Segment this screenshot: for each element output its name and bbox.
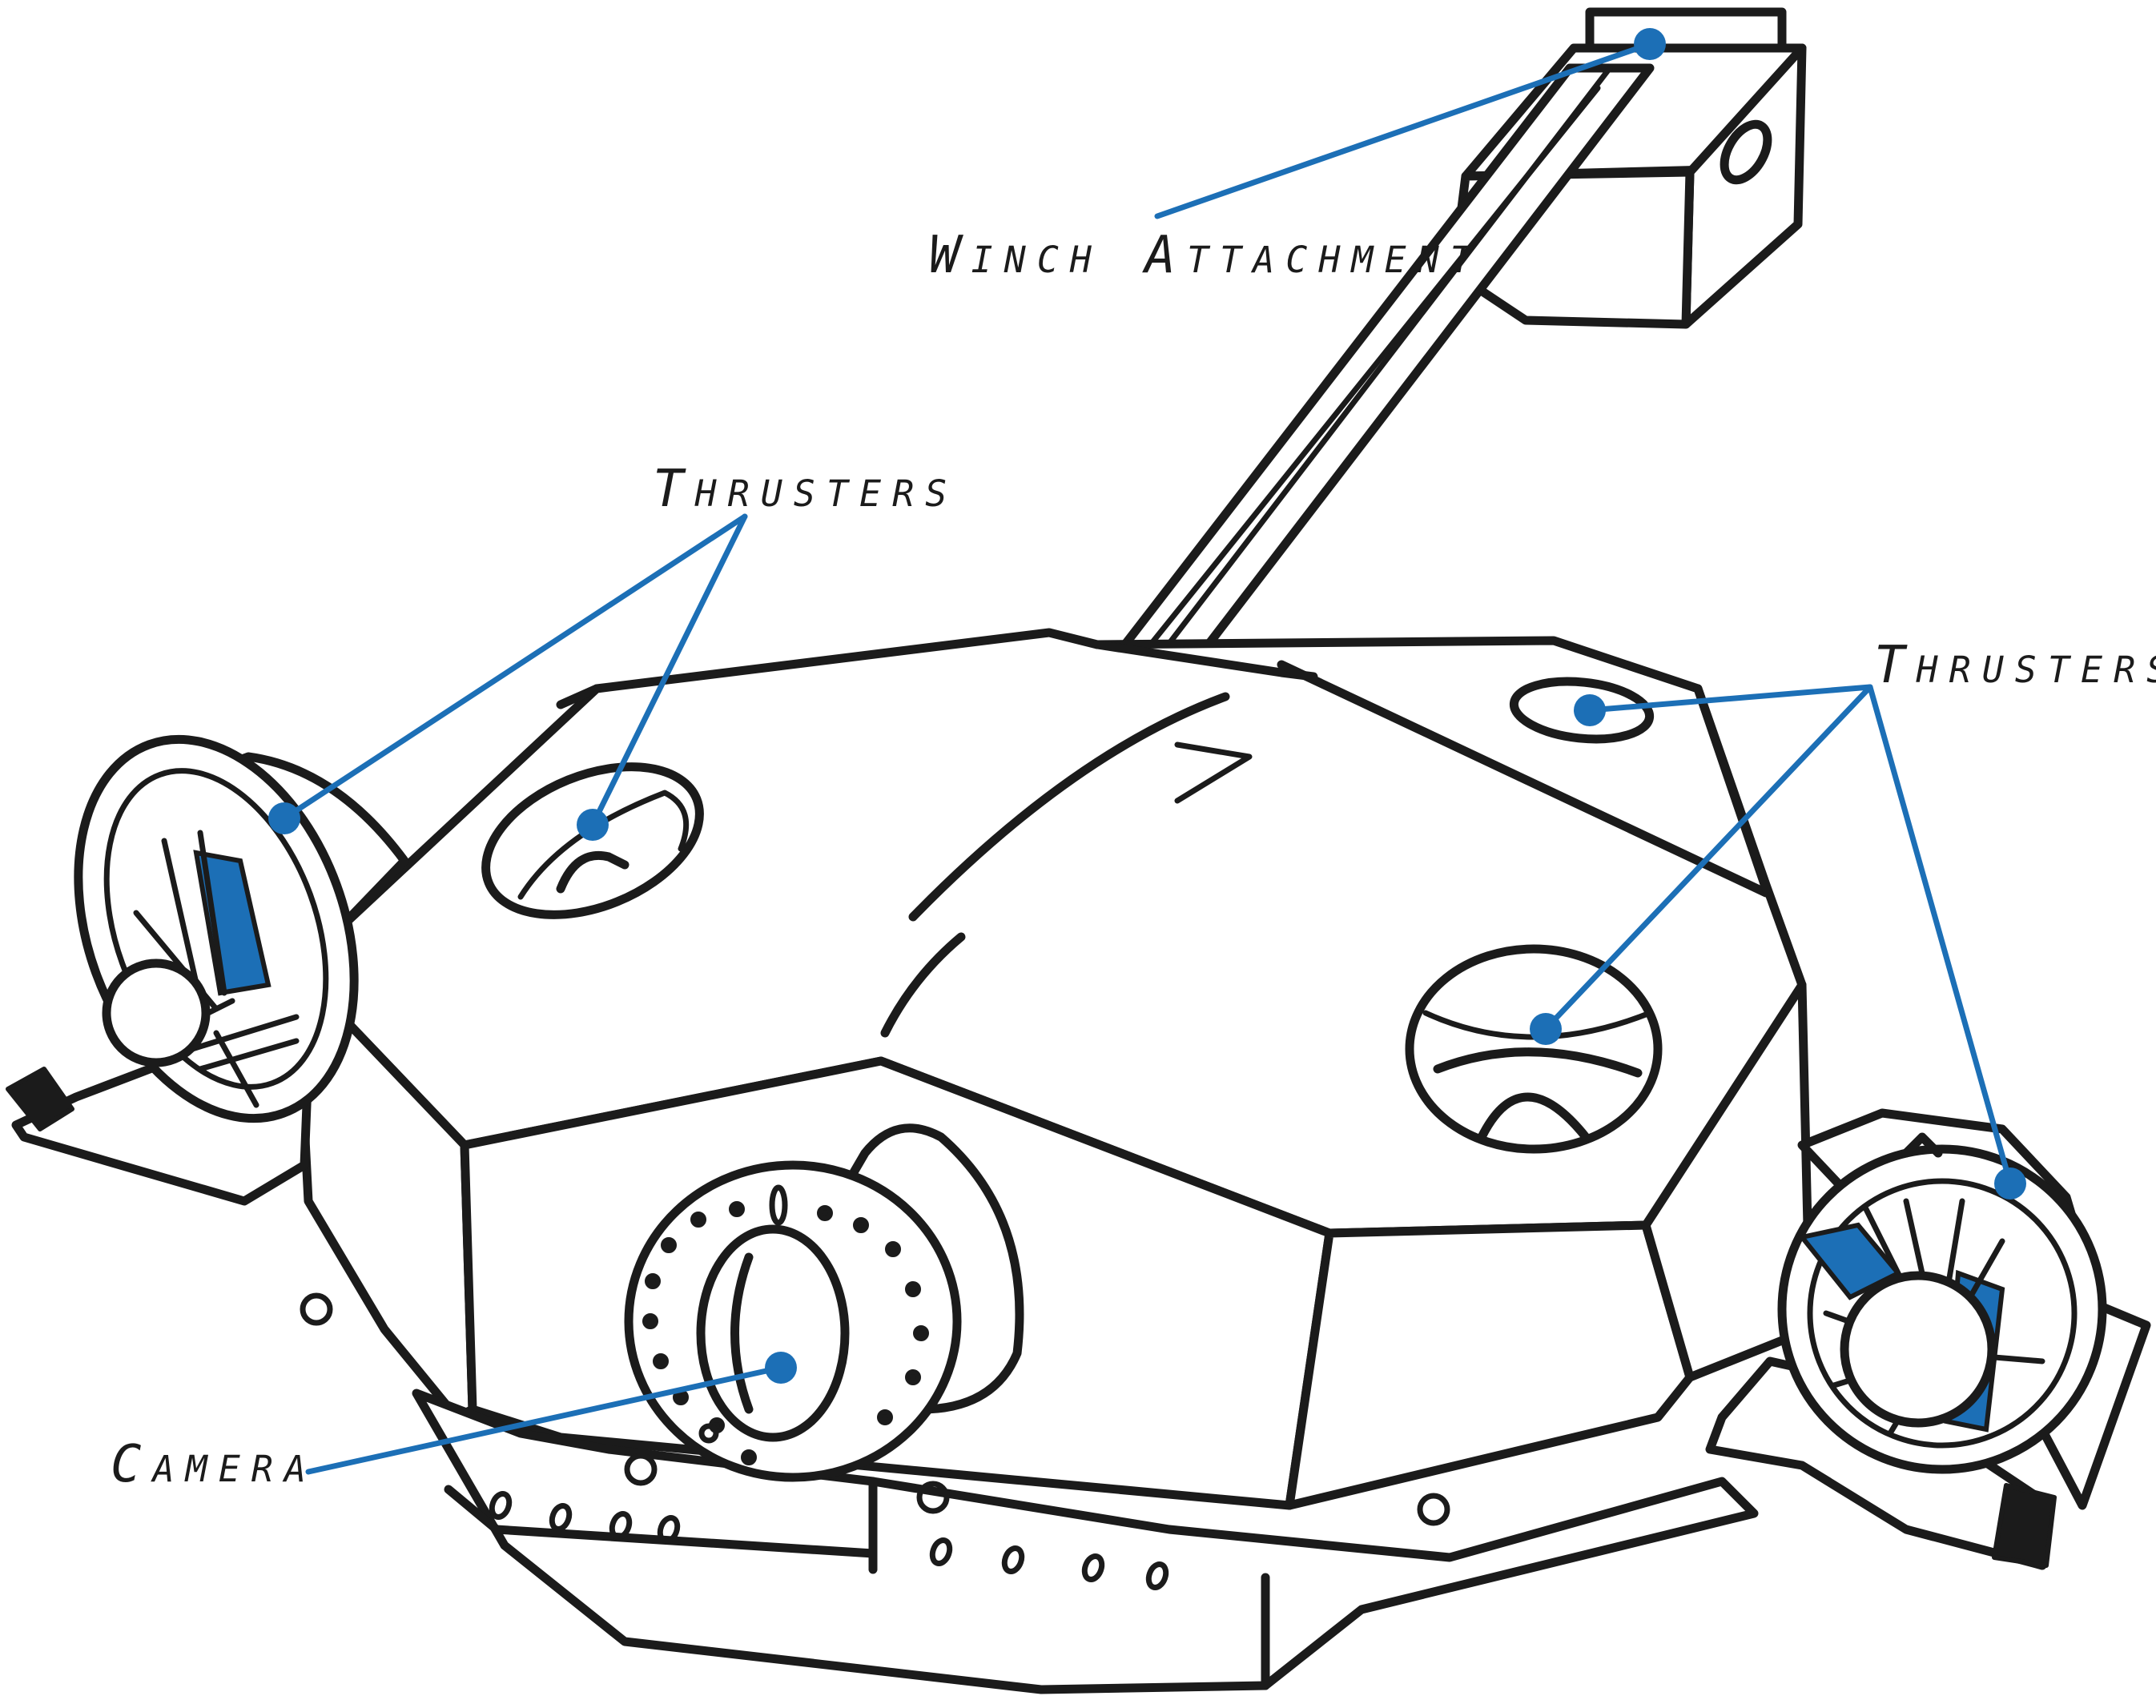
left-thruster-dot-b xyxy=(577,809,609,841)
thrusters-right-label: Thrusters xyxy=(1874,636,2156,695)
hull xyxy=(292,628,1815,1510)
left-thrusters-leader-b xyxy=(589,513,748,828)
camera-dot xyxy=(765,1352,797,1384)
left-thruster-dot-a xyxy=(268,802,300,834)
winch-dot xyxy=(1634,28,1666,60)
camera-bolt-ring xyxy=(642,1184,929,1465)
thrusters-left-label: Thrusters xyxy=(653,460,958,519)
right-thruster xyxy=(1705,1108,2151,1570)
camera-leader xyxy=(305,1364,784,1475)
right-thruster-dot-b xyxy=(1530,1013,1562,1045)
winch-attachment-label: Winch Attachment xyxy=(929,226,1483,285)
camera xyxy=(624,1123,1024,1482)
right-thrusters-leader-b xyxy=(1543,684,1873,1032)
right-thrusters-leader-c xyxy=(1867,684,2013,1187)
camera-label: Camera xyxy=(111,1435,317,1494)
right-thrusters-leader-a xyxy=(1587,684,1873,713)
annotations xyxy=(268,28,2026,1475)
right-thruster-dot-c xyxy=(1994,1167,2026,1200)
right-thruster-dot-a xyxy=(1574,694,1606,726)
left-thrusters-leader-a xyxy=(281,513,748,822)
winch-leader xyxy=(1154,41,1653,219)
